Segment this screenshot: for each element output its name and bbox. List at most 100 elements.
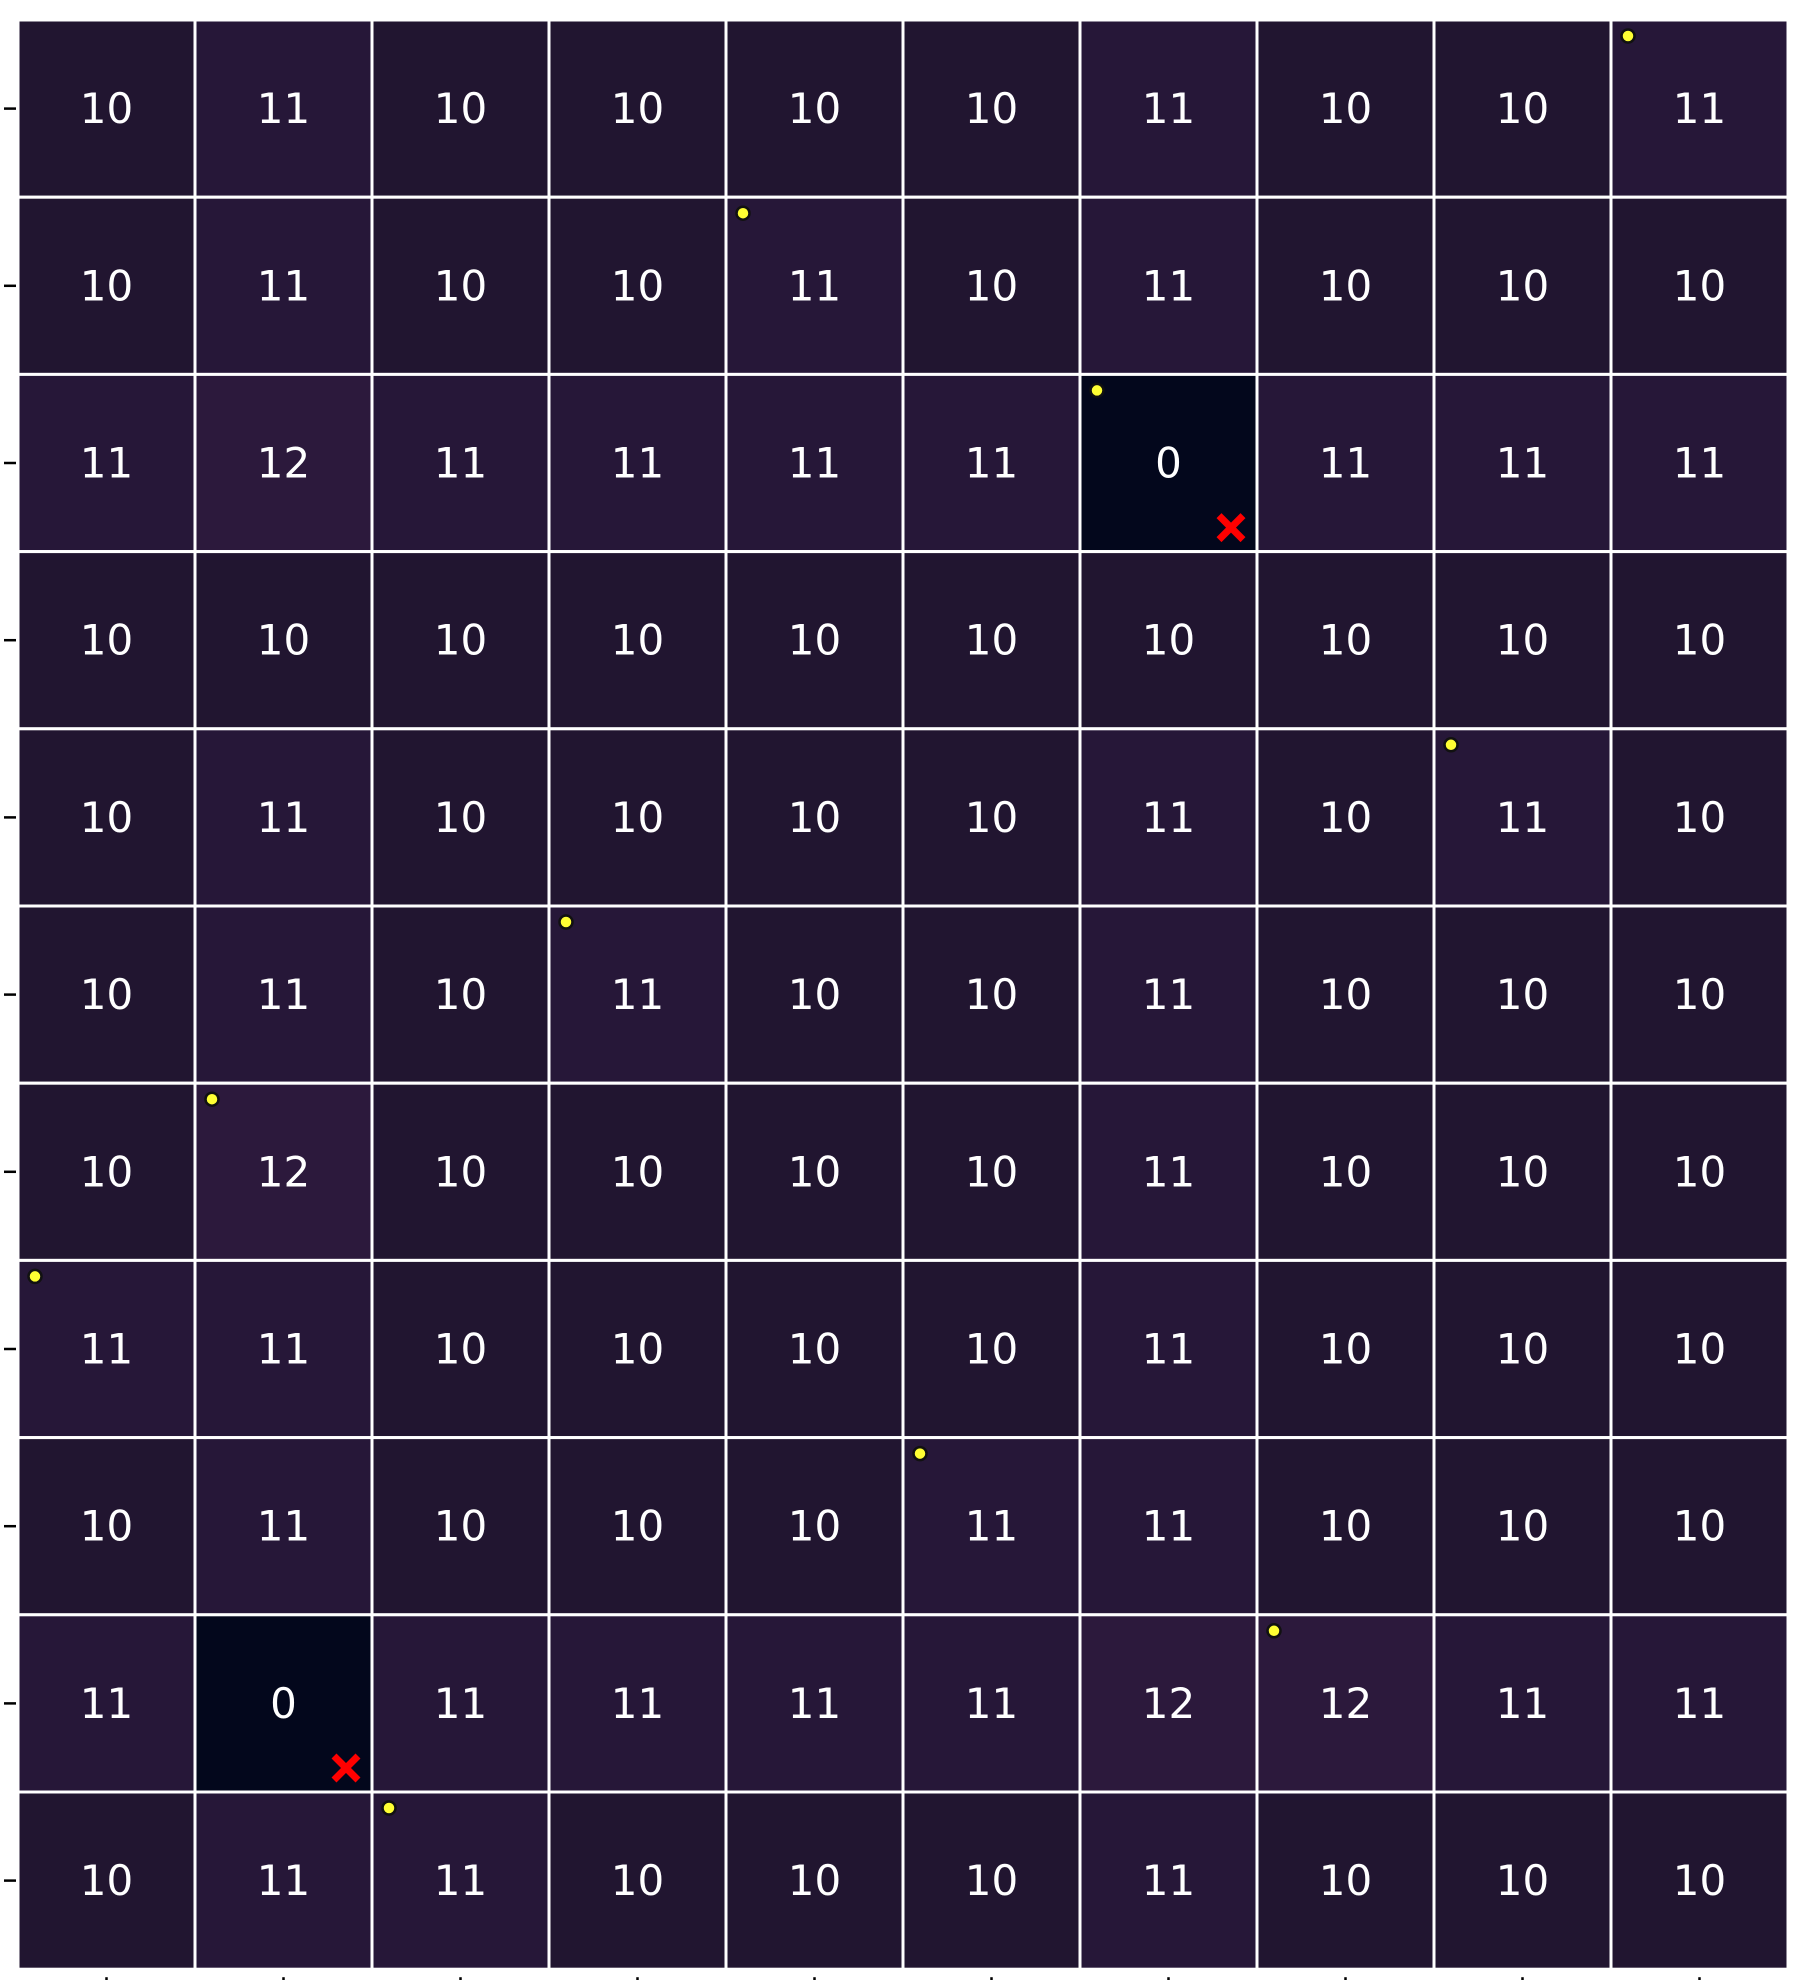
cell-value: 10 bbox=[611, 1502, 664, 1551]
heatmap-cell bbox=[724, 1790, 905, 1971]
heatmap-cell bbox=[1609, 1790, 1790, 1971]
cell-value: 11 bbox=[80, 439, 133, 488]
heatmap-cell bbox=[724, 1258, 905, 1440]
cell-value: 11 bbox=[1673, 439, 1726, 488]
y-axis-ticks bbox=[4, 107, 16, 1882]
cell-value: 11 bbox=[611, 439, 664, 488]
cell-value: 11 bbox=[80, 1325, 133, 1374]
heatmap-cell bbox=[724, 727, 905, 908]
heatmap-cell bbox=[547, 1436, 728, 1617]
heatmap-cell bbox=[547, 1258, 728, 1440]
cell-value: 11 bbox=[434, 1856, 487, 1905]
heatmap-cell bbox=[1432, 1790, 1613, 1971]
cell-value: 11 bbox=[1142, 84, 1195, 133]
heatmap-cell bbox=[193, 1790, 374, 1971]
cell-value: 11 bbox=[80, 1679, 133, 1728]
heatmap-cell bbox=[1255, 372, 1436, 554]
cell-value: 11 bbox=[1142, 1147, 1195, 1196]
heatmap-cell bbox=[1255, 18, 1436, 199]
heatmap-cell bbox=[370, 1258, 551, 1440]
heatmap-cell bbox=[193, 18, 374, 199]
heatmap-cell bbox=[1078, 195, 1259, 376]
heatmap-cell bbox=[370, 18, 551, 199]
heatmap-cell bbox=[724, 1436, 905, 1617]
cell-value: 10 bbox=[1319, 1502, 1372, 1551]
heatmap-cell bbox=[1432, 195, 1613, 376]
point-marker bbox=[1089, 382, 1105, 399]
cross-markers bbox=[331, 513, 1246, 1783]
heatmap-cell bbox=[1255, 195, 1436, 376]
cell-value: 10 bbox=[788, 616, 841, 665]
cell-value: 10 bbox=[80, 261, 133, 310]
cell-value: 11 bbox=[1142, 261, 1195, 310]
cell-value: 10 bbox=[1673, 1856, 1726, 1905]
heatmap-cell bbox=[16, 18, 197, 199]
heatmap-cell bbox=[370, 1436, 551, 1617]
cell-value: 10 bbox=[788, 1502, 841, 1551]
heatmap-cell bbox=[1432, 904, 1613, 1085]
heatmap-cell bbox=[1255, 1436, 1436, 1617]
cell-value: 10 bbox=[611, 1325, 664, 1374]
heatmap-cell bbox=[16, 1436, 197, 1617]
heatmap-cell bbox=[1078, 727, 1259, 908]
point-marker bbox=[912, 1445, 928, 1462]
cell-value: 10 bbox=[965, 84, 1018, 133]
heatmap-cell bbox=[1078, 1436, 1259, 1617]
cell-value: 10 bbox=[788, 793, 841, 842]
cell-value: 10 bbox=[257, 616, 310, 665]
cell-value: 10 bbox=[965, 261, 1018, 310]
cell-value: 11 bbox=[1673, 84, 1726, 133]
cell-value: 10 bbox=[965, 616, 1018, 665]
cell-value: 10 bbox=[1319, 616, 1372, 665]
heatmap-cell bbox=[193, 195, 374, 376]
heatmap-cell bbox=[547, 195, 728, 376]
cell-value: 10 bbox=[434, 84, 487, 133]
cell-value-labels: 10 11 10 10 10 10 11 10 10 11 10 11 10 10 11 10 11 10 10 10… bbox=[80, 84, 1726, 1905]
cell-value: 12 bbox=[257, 1147, 310, 1196]
heatmap-cell bbox=[1432, 1436, 1613, 1617]
cell-value: 10 bbox=[611, 261, 664, 310]
cell-value: 11 bbox=[1142, 970, 1195, 1019]
cell-value: 11 bbox=[1142, 1856, 1195, 1905]
cell-value: 11 bbox=[1496, 793, 1549, 842]
cell-value: 10 bbox=[1673, 970, 1726, 1019]
cell-value: 10 bbox=[80, 793, 133, 842]
cell-value: 10 bbox=[434, 261, 487, 310]
heatmap-cell bbox=[901, 1258, 1082, 1440]
cell-value: 10 bbox=[1496, 1856, 1549, 1905]
heatmap-cell bbox=[16, 550, 197, 731]
point-marker bbox=[381, 1800, 397, 1816]
cell-value: 11 bbox=[434, 1679, 487, 1728]
heatmap-cell bbox=[1255, 727, 1436, 908]
cell-value: 10 bbox=[80, 1147, 133, 1196]
cell-value: 11 bbox=[965, 1679, 1018, 1728]
cell-value: 11 bbox=[257, 970, 310, 1019]
heatmap-cell bbox=[1609, 1081, 1790, 1262]
cell-value: 10 bbox=[965, 970, 1018, 1019]
cell-value: 12 bbox=[1142, 1679, 1195, 1728]
cell-value: 10 bbox=[611, 616, 664, 665]
heatmap-cell bbox=[1255, 1613, 1436, 1794]
cell-value: 10 bbox=[1319, 970, 1372, 1019]
cell-value: 10 bbox=[1496, 616, 1549, 665]
cell-value: 11 bbox=[611, 970, 664, 1019]
cell-value: 0 bbox=[1155, 439, 1182, 488]
cell-value: 10 bbox=[965, 1856, 1018, 1905]
cell-value: 10 bbox=[1496, 970, 1549, 1019]
cell-value: 10 bbox=[434, 1502, 487, 1551]
cell-value: 10 bbox=[1319, 1856, 1372, 1905]
cell-value: 11 bbox=[257, 1502, 310, 1551]
cell-value: 11 bbox=[1142, 1325, 1195, 1374]
cell-value: 11 bbox=[257, 1856, 310, 1905]
heatmap-cell bbox=[1255, 1258, 1436, 1440]
heatmap-cell bbox=[901, 1081, 1082, 1262]
cell-value: 11 bbox=[1496, 439, 1549, 488]
heatmap-cell bbox=[193, 727, 374, 908]
cell-value: 10 bbox=[788, 1147, 841, 1196]
heatmap-cell bbox=[901, 1613, 1082, 1794]
cell-value: 11 bbox=[611, 1679, 664, 1728]
heatmap-cell bbox=[1432, 550, 1613, 731]
cell-value: 11 bbox=[257, 793, 310, 842]
cell-value: 11 bbox=[788, 1679, 841, 1728]
point-marker bbox=[204, 1091, 220, 1107]
